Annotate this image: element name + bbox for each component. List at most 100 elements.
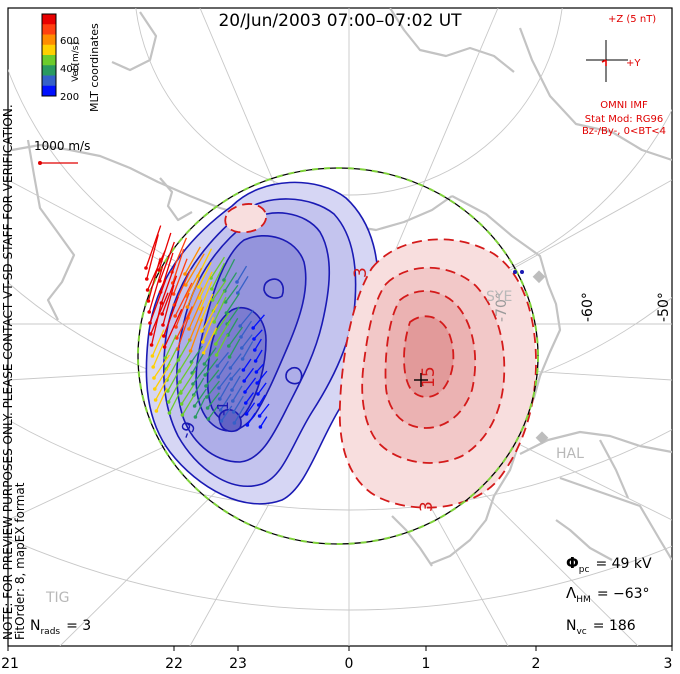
velocity-vector-origin [232,421,237,425]
velocity-vector-origin [214,353,219,357]
velocity-vector [233,406,245,424]
velocity-vector [217,360,229,378]
velocity-vector [227,317,239,336]
velocity-vector-origin [162,345,167,349]
velocity-vector [176,311,191,350]
velocity-vector [159,252,174,293]
station-label-tig: TIG [45,590,70,606]
velocity-vector-origin [150,354,155,358]
velocity-vector-origin [192,404,197,408]
velocity-vector-origin [218,397,222,401]
velocity-vector [185,253,205,286]
velocity-vector-origin [187,327,191,331]
velocity-vector-origin [252,337,256,341]
velocity-vector [218,372,232,389]
colorbar-segment [42,34,56,46]
velocity-vector [160,263,176,304]
velocity-vector [253,329,263,340]
colorbar-segment [42,75,56,87]
velocity-vector [164,334,177,359]
velocity-vector [186,267,203,297]
velocity-vector [242,358,252,371]
velocity-vector-origin [179,402,184,406]
contour-label-15: 15 [419,366,439,388]
colorbar-frame [41,13,57,97]
velocity-vector [254,338,262,351]
velocity-vector [204,358,219,376]
coastlines [11,8,672,567]
velocity-vector-origin [145,288,150,292]
velocity-vector [216,351,229,367]
colorbar-segment [42,55,56,66]
velocity-vector-origin [193,415,198,419]
velocity-vector [168,389,182,414]
station-echo-dot [520,270,524,274]
velocity-vector [210,256,225,279]
lambda-hm-stat: ΛHM = −63° [566,584,650,605]
velocity-vector-origin [152,376,156,380]
velocity-vector [159,241,175,282]
velocity-vector-origin [219,419,224,423]
velocity-vector [155,387,168,412]
velocity-vector [199,271,213,299]
velocity-vector [190,345,203,363]
velocity-vector [194,388,207,407]
lat-label-70: -70° [494,292,510,322]
velocity-vector [150,303,162,346]
velocity-vector [242,341,254,360]
colorbar-tick-label: 200 [60,92,79,103]
velocity-vector [179,361,194,383]
velocity-vector-origin [173,314,177,318]
velocity-vector-origin [180,413,185,417]
velocity-vector-origin [197,296,202,300]
velocity-vector-origin [145,277,149,281]
velocity-vector-origin [205,406,210,410]
velocity-vector-origin [166,400,171,404]
velocity-vector-origin [167,411,172,415]
velocity-vector [201,303,219,332]
velocity-vector-origin [224,311,229,315]
velocity-vector [241,334,253,349]
velocity-vector-origin [240,357,245,361]
velocity-vector [226,306,240,325]
velocity-vector [174,282,193,317]
velocity-vector [164,308,183,348]
velocity-vector-origin [212,320,216,324]
velocity-vector-origin [210,287,214,291]
velocity-vector [219,381,231,400]
velocity-vector-origin [191,382,195,386]
contour-label-minus9: -9 [176,419,201,442]
velocity-vector [193,377,205,396]
velocity-vector [181,394,196,416]
velocity-vector [240,320,253,338]
velocity-vector-origin [254,370,259,374]
velocity-vector-origin [202,362,207,366]
velocity-vector [165,347,178,370]
velocity-vector [155,372,171,401]
velocity-vector [233,395,244,413]
velocity-vector-origin [231,399,235,403]
velocity-vector [246,412,256,426]
velocity-vector-origin [183,272,187,276]
velocity-vector [213,296,227,323]
velocity-vector [229,353,242,369]
velocity-vector [207,404,220,420]
velocity-vector-origin [161,323,165,327]
velocity-vector [211,262,226,290]
velocity-vector [231,375,241,391]
velocity-vector [255,349,263,362]
velocity-vector-origin [242,379,246,383]
velocity-vector [225,284,239,303]
velocity-vector [172,248,185,284]
velocity-vector [198,262,212,288]
phi-pc-stat: Φpc = 49 kV [566,554,652,575]
velocity-vector [194,397,206,418]
velocity-vector-origin [188,349,193,353]
velocity-vector-origin [200,329,204,333]
velocity-vector [245,392,255,404]
velocity-vector [189,319,203,352]
velocity-vector-origin [149,332,153,336]
velocity-vector [162,284,175,326]
velocity-vector-origin [227,355,232,359]
velocity-vector [175,292,190,328]
